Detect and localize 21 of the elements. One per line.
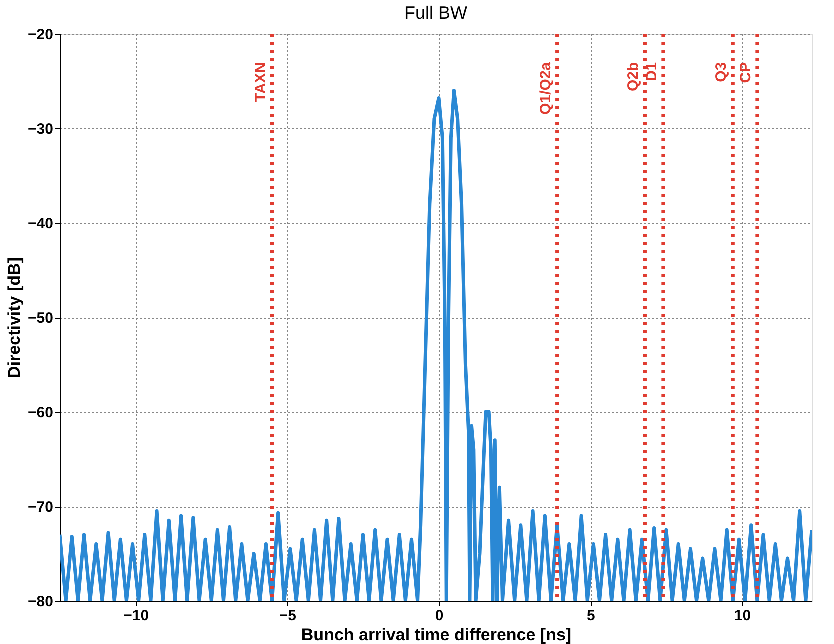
ref-line-label: CP (737, 62, 754, 84)
x-tick-label: −5 (279, 608, 296, 624)
y-tick-label: −50 (28, 310, 54, 327)
ref-line-label: Q1/Q2a (537, 62, 554, 115)
y-tick-label: −40 (28, 216, 54, 232)
x-tick-label: 0 (435, 608, 444, 624)
x-tick-label: −10 (124, 608, 150, 624)
x-axis-title: Bunch arrival time difference [ns] (301, 626, 572, 644)
ref-line-label: TAXN (252, 62, 270, 102)
y-axis-title: Directivity [dB] (5, 258, 24, 378)
x-tick-label: 10 (734, 608, 752, 624)
y-tick-label: −20 (28, 26, 54, 44)
ref-line-label: Q3 (713, 62, 730, 82)
y-tick-label: −80 (28, 594, 54, 610)
x-tick-label: 5 (586, 608, 596, 624)
y-tick-label: −70 (28, 499, 54, 516)
chart-title: Full BW (404, 3, 468, 23)
ref-line-label: D1 (643, 62, 660, 82)
y-tick-label: −30 (28, 121, 54, 138)
y-tick-label: −60 (28, 404, 54, 422)
ref-line-label: Q2b (625, 62, 642, 92)
